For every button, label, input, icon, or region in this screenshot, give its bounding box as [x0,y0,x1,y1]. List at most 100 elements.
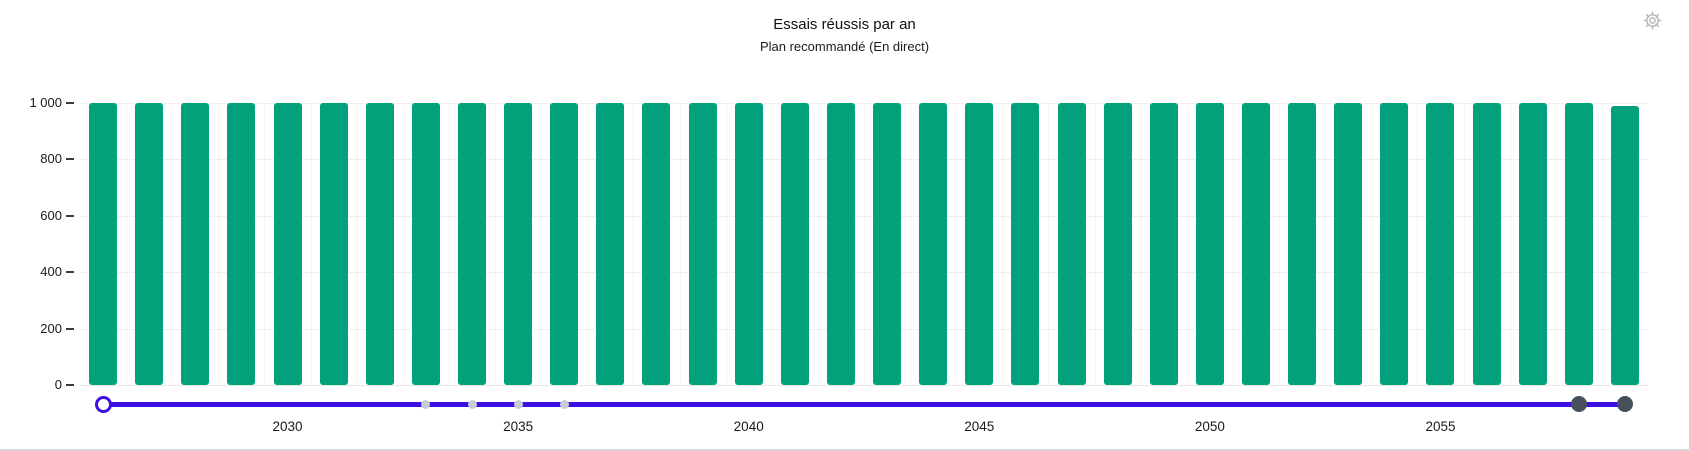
y-tick-label: 1 000 [29,95,62,110]
bar[interactable] [365,103,394,385]
bar[interactable] [89,103,118,385]
bar[interactable] [873,103,902,385]
scrollbar-minor-marker[interactable] [513,399,523,409]
plot-area [80,103,1648,386]
bar[interactable] [319,103,348,385]
y-tick-mark [66,214,74,217]
bar[interactable] [1242,103,1270,385]
bar[interactable] [458,103,486,385]
y-tick-label: 200 [40,320,62,336]
y-gridline [80,385,1648,386]
y-tick-mark [66,327,74,330]
bar[interactable] [1518,103,1547,385]
x-gridline [817,103,819,385]
bar[interactable] [642,103,671,385]
chart-title: Essais réussis par an [773,16,916,33]
bar[interactable] [1334,103,1363,385]
bar[interactable] [1610,106,1639,385]
x-gridline [864,103,865,385]
x-gridline [172,103,174,385]
bar[interactable] [1288,103,1317,385]
x-gridline [1463,103,1465,385]
x-gridline [1048,103,1050,385]
bar[interactable] [1380,103,1409,385]
y-tick-mark [66,384,74,386]
bar[interactable] [919,103,948,385]
x-gridline [1555,103,1557,385]
bar[interactable] [227,103,256,385]
y-gridline [80,328,1648,330]
scrollbar-line[interactable] [103,401,1625,407]
x-gridline [725,103,727,385]
y-tick-label: 800 [40,151,62,167]
settings-button[interactable] [1641,11,1663,35]
bar[interactable] [596,103,625,385]
bar[interactable] [780,103,809,385]
bar[interactable] [1011,103,1040,385]
x-gridline [1232,103,1234,385]
y-gridline [80,272,1648,274]
x-gridline [310,103,312,385]
bar[interactable] [965,103,994,385]
x-gridline [633,103,635,385]
y-tick-mark [66,271,74,274]
x-tick-label: 2040 [733,419,764,434]
scrollbar-start-handle[interactable] [94,395,112,413]
y-gridline [80,215,1648,217]
bar[interactable] [550,103,579,385]
scrollbar-minor-marker[interactable] [421,399,431,409]
bar[interactable] [1564,103,1593,385]
scrollbar-grip-handle[interactable] [1616,396,1633,412]
y-tick-label: 0 [54,377,62,392]
bar[interactable] [411,103,440,385]
x-gridline [910,103,912,385]
x-tick-label: 2030 [272,419,303,434]
x-gridline [356,103,358,385]
x-gridline [1509,103,1511,385]
scrollbar-minor-marker[interactable] [467,399,477,409]
x-gridline [495,103,497,385]
x-gridline [1279,103,1281,385]
x-gridline [218,103,220,385]
x-gridline [1140,103,1142,385]
x-tick-label: 2055 [1425,419,1456,434]
x-gridline [1325,103,1327,385]
bar[interactable] [1472,103,1501,385]
x-gridline [679,103,681,385]
bar[interactable] [734,103,763,385]
x-gridline [541,103,543,385]
bar[interactable] [688,103,717,385]
y-tick-label: 400 [40,264,62,280]
bar[interactable] [1057,103,1086,385]
y-tick-label: 600 [40,207,62,223]
bar[interactable] [504,103,533,385]
y-tick-mark [66,102,74,104]
x-tick-label: 2045 [964,419,995,434]
x-gridline [264,103,266,385]
x-gridline [771,103,773,385]
y-gridline [80,159,1648,161]
bar[interactable] [826,103,855,385]
x-gridline [1417,103,1419,385]
x-gridline [1002,103,1004,385]
gear-icon [1643,11,1662,35]
scrollbar-grip-handle[interactable] [1570,396,1587,412]
bar[interactable] [1149,103,1178,385]
x-tick-label: 2035 [503,419,534,434]
bar[interactable] [1426,103,1455,385]
x-gridline [126,103,128,385]
x-gridline [956,103,958,385]
x-gridline [1371,103,1373,385]
bar[interactable] [181,103,210,385]
chart-subtitle: Plan recommandé (En direct) [759,39,930,54]
bar[interactable] [1195,103,1224,385]
y-tick-mark [66,158,74,161]
bar[interactable] [135,103,164,385]
bar[interactable] [1103,103,1132,385]
x-tick-label: 2050 [1194,419,1225,434]
scrollbar-minor-marker[interactable] [559,399,569,409]
bar[interactable] [273,103,302,385]
x-gridline [1601,103,1603,385]
x-gridline [1186,103,1188,385]
